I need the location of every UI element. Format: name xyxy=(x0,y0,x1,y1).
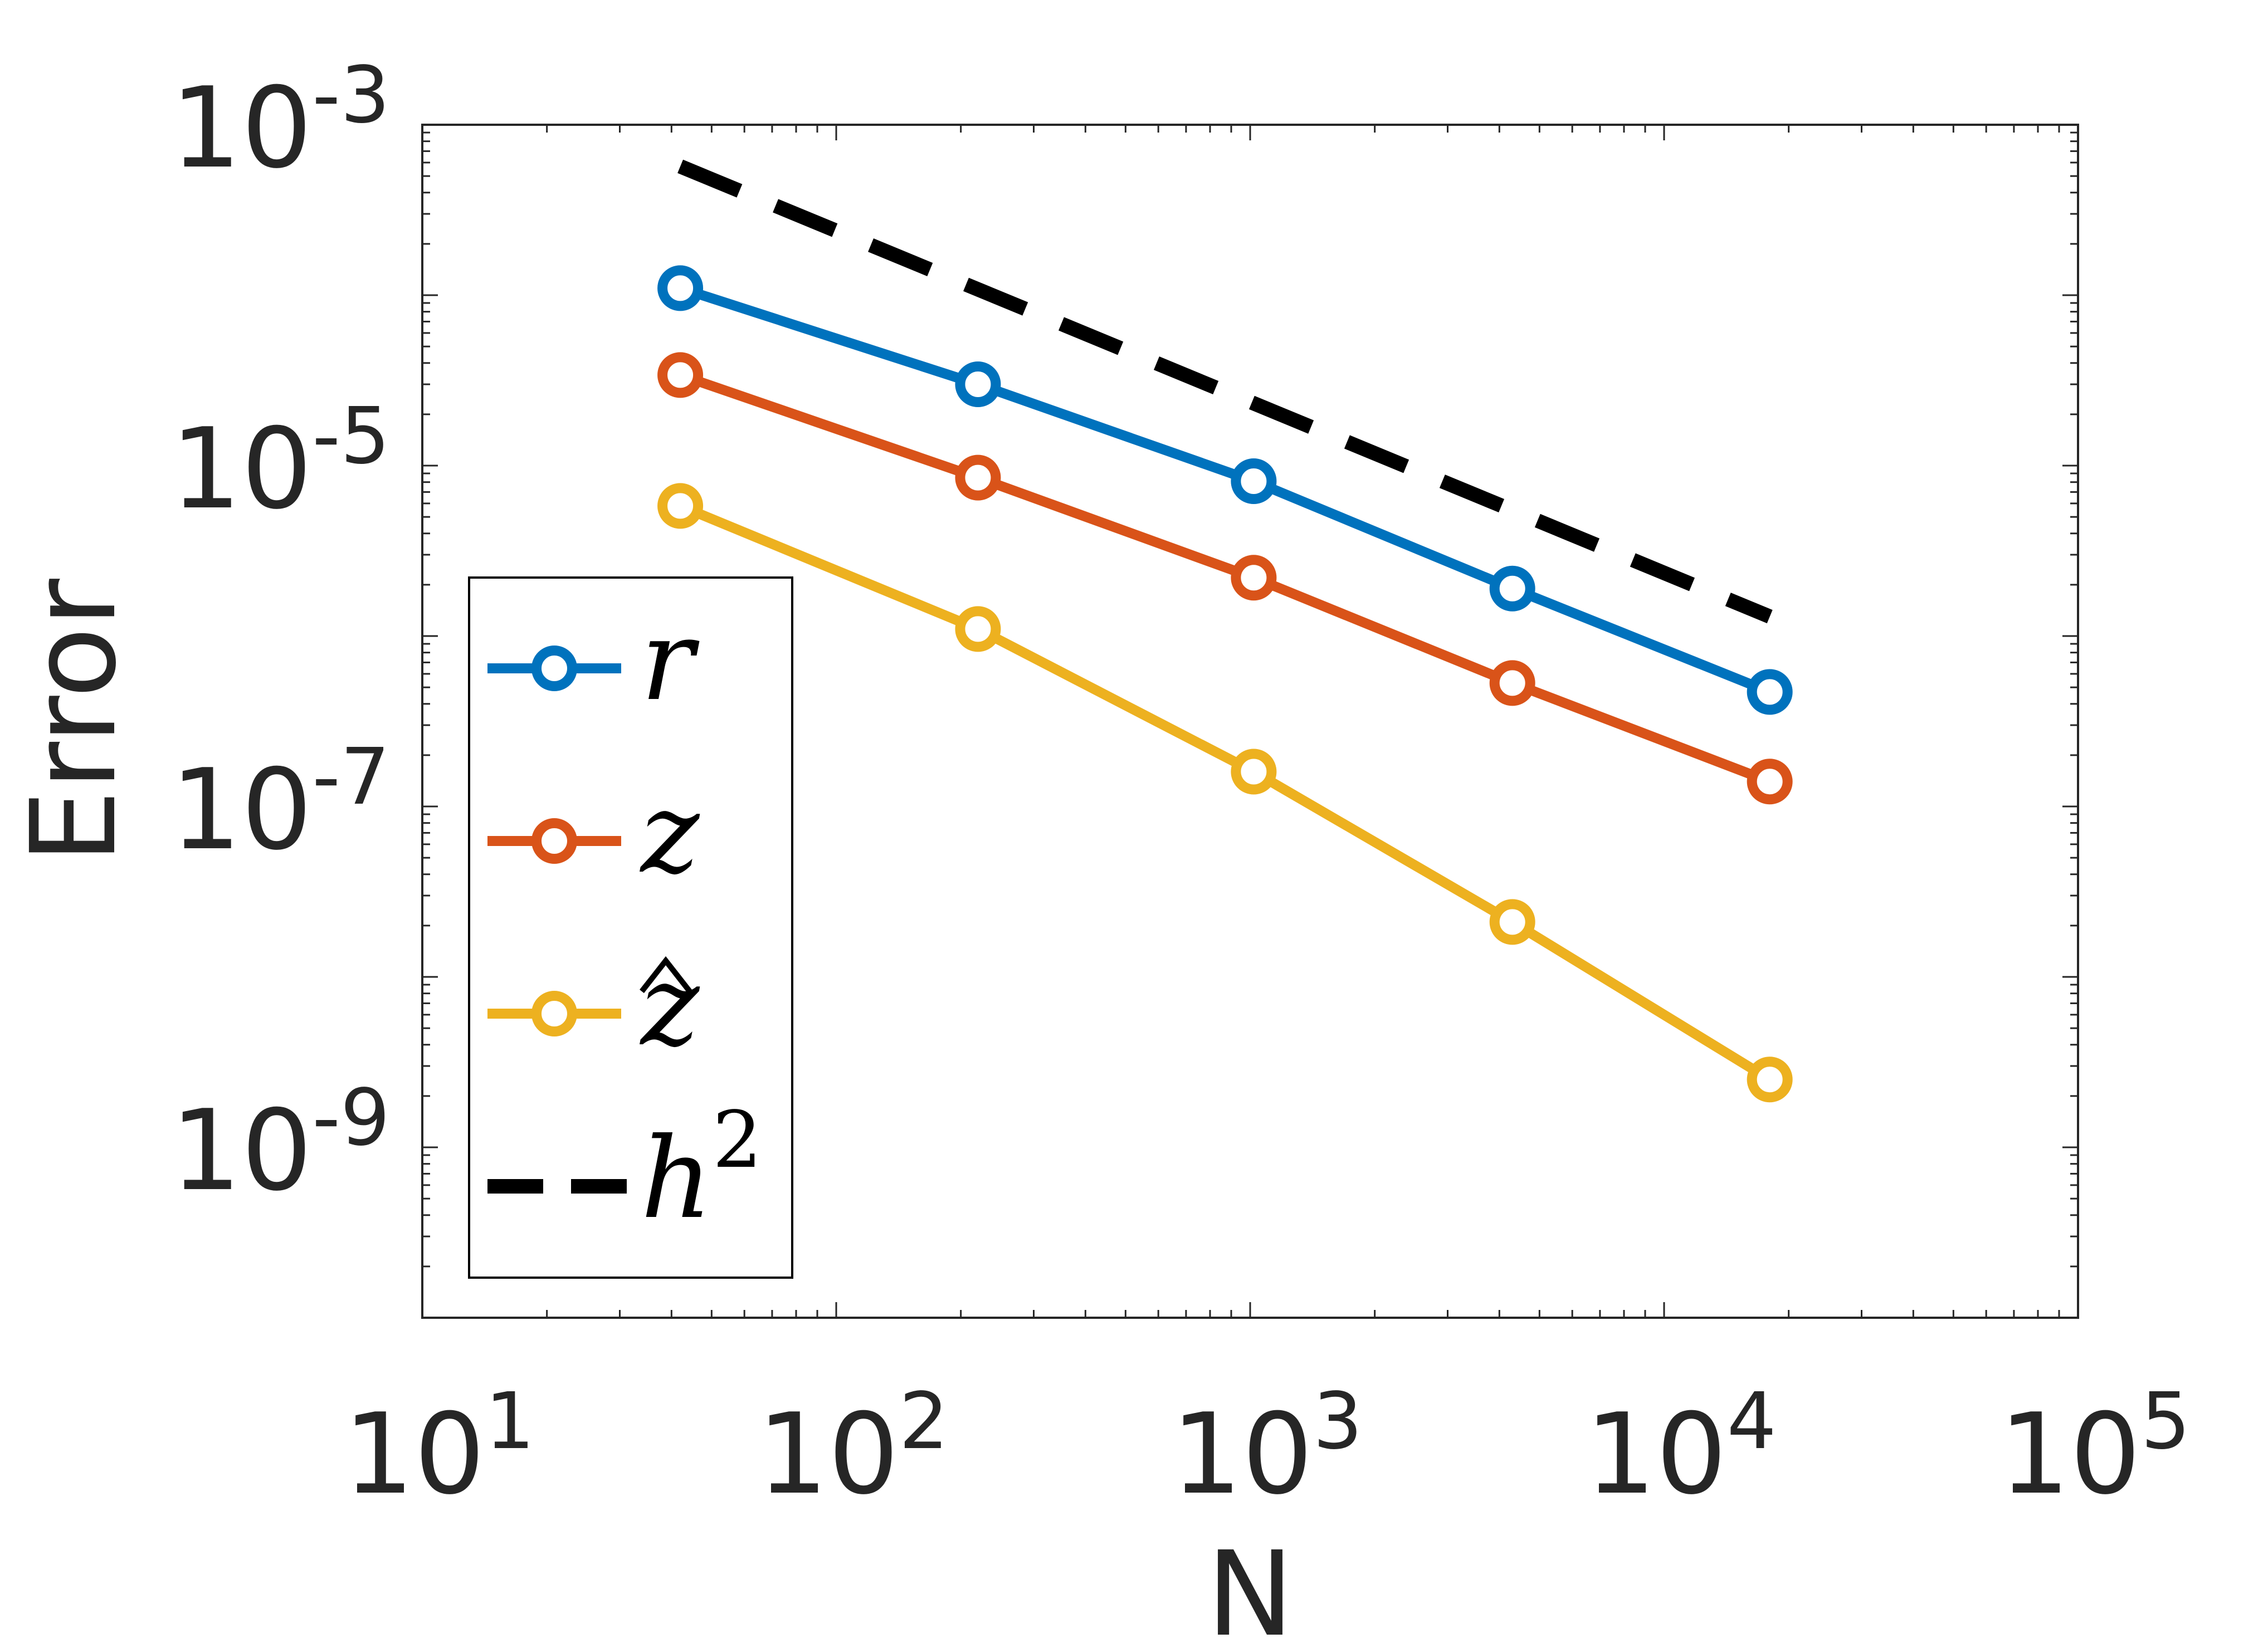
x-tick-label: 103 xyxy=(1171,1376,1363,1519)
data-point xyxy=(657,352,704,398)
minor-ticks xyxy=(422,125,2078,1318)
legend-swatch-marker xyxy=(531,646,577,691)
data-point xyxy=(1231,749,1277,795)
legend-box xyxy=(468,576,793,1279)
y-tick-label: 10-3 xyxy=(170,50,390,193)
x-tick-label: 102 xyxy=(757,1376,949,1519)
legend-label: h2 xyxy=(641,1095,762,1244)
hat-accent xyxy=(640,956,692,994)
data-point xyxy=(1747,1057,1793,1103)
data-point xyxy=(955,361,1001,408)
series-layer xyxy=(657,159,1793,1103)
legend-swatch-marker xyxy=(531,991,577,1036)
data-point xyxy=(657,265,704,311)
series-1 xyxy=(657,352,1793,805)
data-point xyxy=(1747,669,1793,715)
y-axis-label: Error xyxy=(6,578,142,864)
reference-line-h2 xyxy=(677,159,1773,624)
legend-label: r xyxy=(641,596,700,726)
series-0 xyxy=(657,265,1793,715)
x-tick-labels: 101 102 103 104 105 xyxy=(343,1376,2191,1519)
data-point xyxy=(1489,899,1535,945)
legend-item-2: z xyxy=(487,941,700,1071)
series-2 xyxy=(657,483,1793,1103)
series-3 xyxy=(677,159,1773,624)
x-tick-label: 104 xyxy=(1585,1376,1777,1519)
x-axis-label: N xyxy=(1206,1526,1294,1643)
data-point xyxy=(1231,555,1277,601)
legend-item-3: h2 xyxy=(487,1095,762,1244)
y-tick-labels: 10-3 10-5 10-7 10-9 xyxy=(170,50,390,1216)
data-point xyxy=(1489,660,1535,706)
y-tick-label: 10-7 xyxy=(170,732,390,875)
legend-item-0: r xyxy=(487,596,700,726)
major-ticks xyxy=(421,124,2079,1319)
data-point xyxy=(1747,759,1793,805)
data-point xyxy=(1489,565,1535,612)
data-point xyxy=(955,606,1001,652)
x-tick-label: 105 xyxy=(1999,1376,2191,1519)
x-tick-label: 101 xyxy=(343,1376,535,1519)
legend-label: z xyxy=(640,941,700,1071)
data-point xyxy=(1231,458,1277,505)
legend-swatch-marker xyxy=(531,818,577,864)
legend-label: z xyxy=(640,769,700,898)
y-tick-label: 10-9 xyxy=(170,1073,390,1216)
y-tick-label: 10-5 xyxy=(170,391,390,534)
data-point xyxy=(657,483,704,529)
legend-item-1: z xyxy=(487,769,700,898)
data-point xyxy=(955,454,1001,501)
